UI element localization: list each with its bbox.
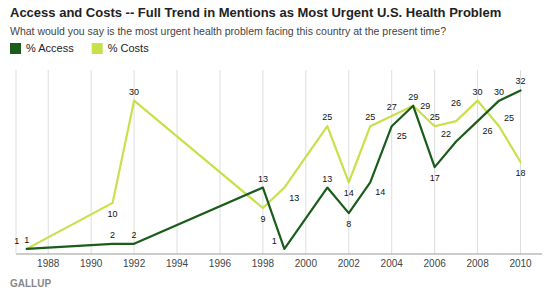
legend: % Access % Costs <box>10 42 149 54</box>
data-label: 22 <box>441 129 451 139</box>
data-label: 9 <box>260 214 265 224</box>
grid-line <box>262 70 263 254</box>
data-label: 14 <box>375 187 385 197</box>
data-label: 29 <box>408 92 418 102</box>
chart: Access and Costs -- Full Trend in Mentio… <box>0 0 556 294</box>
data-label: 27 <box>387 102 397 112</box>
x-axis <box>16 254 542 255</box>
data-label: 17 <box>430 173 440 183</box>
grid-line <box>477 70 478 254</box>
subtitle: What would you say is the most urgent he… <box>10 25 446 37</box>
grid-line <box>219 70 220 254</box>
legend-entry: % Access <box>26 42 74 54</box>
data-label: 8 <box>346 219 351 229</box>
data-label: 2 <box>132 230 137 240</box>
data-label: 1 <box>24 235 29 245</box>
x-tick-label: 2002 <box>338 258 361 269</box>
series-line <box>27 90 521 248</box>
series-line <box>27 101 521 249</box>
data-label: 25 <box>430 112 440 122</box>
grid-line <box>391 70 392 254</box>
data-label: 13 <box>258 174 268 184</box>
grid-line <box>91 70 92 254</box>
data-label: 25 <box>365 112 375 122</box>
grid-line <box>177 70 178 254</box>
data-label: 1 <box>272 236 277 246</box>
grid-line <box>305 70 306 254</box>
x-tick-label: 2004 <box>381 258 404 269</box>
x-tick-label: 1992 <box>123 258 146 269</box>
legend-swatch <box>92 43 103 54</box>
data-label: 32 <box>516 76 526 86</box>
x-tick-label: 2010 <box>509 258 532 269</box>
data-label: 14 <box>344 188 354 198</box>
x-tick-label: 1998 <box>252 258 275 269</box>
data-label: 13 <box>322 174 332 184</box>
x-tick-label: 1990 <box>80 258 103 269</box>
legend-entry: % Costs <box>108 42 149 54</box>
annotation: GALLUP <box>10 278 51 289</box>
data-label: 25 <box>322 112 332 122</box>
y-axis <box>16 70 17 254</box>
grid <box>48 70 520 254</box>
data-label: 26 <box>451 98 461 108</box>
data-label: 25 <box>504 113 514 123</box>
grid-line <box>434 70 435 254</box>
data-label: 30 <box>129 87 139 97</box>
x-tick-label: 1994 <box>166 258 189 269</box>
data-label: 29 <box>420 101 430 111</box>
data-label: 30 <box>473 87 483 97</box>
data-label: 10 <box>108 209 118 219</box>
data-label: 2 <box>110 230 115 240</box>
data-label: 26 <box>483 126 493 136</box>
data-label: 30 <box>494 87 504 97</box>
x-tick-label: 2008 <box>466 258 489 269</box>
data-label: 25 <box>397 131 407 141</box>
data-label: 1 <box>14 236 19 246</box>
lines <box>27 90 521 248</box>
title: Access and Costs -- Full Trend in Mentio… <box>10 5 501 20</box>
grid-line <box>134 70 135 254</box>
data-label: 18 <box>516 168 526 178</box>
x-tick-label: 2000 <box>295 258 318 269</box>
legend-swatch <box>10 43 21 54</box>
data-label: 13 <box>289 193 299 203</box>
x-tick-label: 2006 <box>424 258 447 269</box>
x-tick-label: 1988 <box>37 258 60 269</box>
x-tick-label: 1996 <box>209 258 232 269</box>
grid-line <box>48 70 49 254</box>
data-labels: 1221311381425291722263032110309132514252… <box>14 76 525 245</box>
